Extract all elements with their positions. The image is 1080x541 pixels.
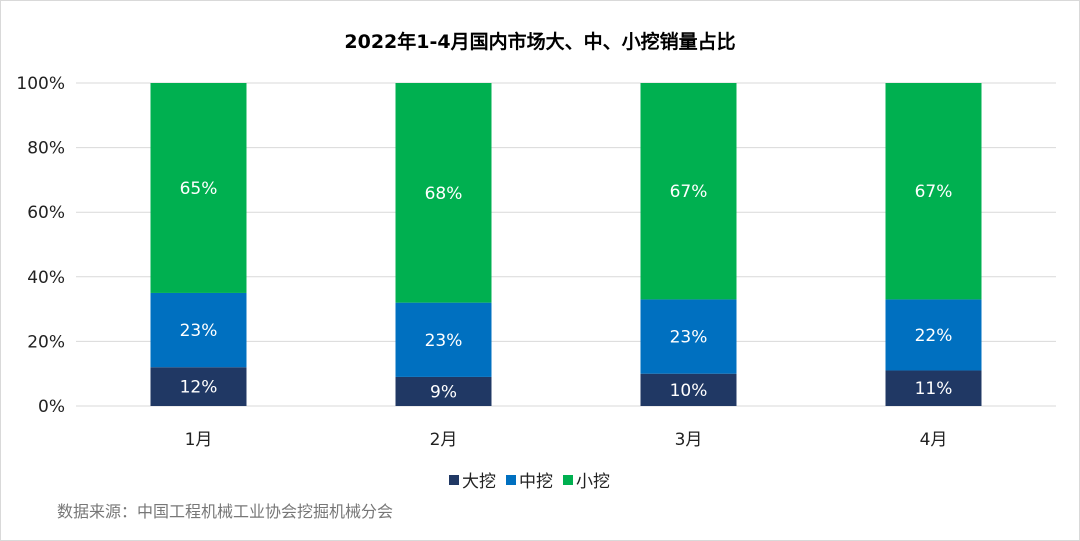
y-tick-label: 20%	[27, 332, 65, 352]
bar-segment	[395, 376, 492, 406]
bar-segment	[395, 83, 492, 303]
source-note: 数据来源：中国工程机械工业协会挖掘机械分会	[57, 502, 394, 521]
legend-swatch	[506, 474, 516, 485]
data-label: 23%	[425, 331, 463, 351]
data-label: 23%	[180, 321, 218, 341]
y-tick-label: 40%	[27, 268, 65, 288]
bar-segment	[395, 302, 492, 377]
legend-item: 小挖	[563, 467, 610, 492]
data-label: 67%	[915, 182, 953, 202]
data-label: 68%	[425, 184, 463, 204]
legend-item: 中挖	[506, 467, 553, 492]
data-label: 65%	[180, 179, 218, 199]
legend-swatch	[563, 474, 573, 485]
bar-segment	[150, 367, 247, 406]
chart-title: 2022年1-4月国内市场大、中、小挖销量占比	[344, 31, 736, 53]
x-tick-label: 2月	[430, 430, 458, 450]
data-label: 22%	[915, 326, 953, 346]
bar-segment	[885, 83, 982, 300]
bar-segment	[885, 370, 982, 406]
legend-label: 小挖	[576, 472, 610, 492]
legend-label: 大挖	[462, 472, 496, 492]
bar-segment	[640, 83, 737, 300]
legend-swatch	[449, 474, 459, 485]
y-tick-label: 100%	[16, 74, 65, 94]
bar-segment	[885, 299, 982, 371]
bar-segment	[640, 299, 737, 374]
data-label: 9%	[430, 382, 457, 402]
bar-segment	[150, 292, 247, 368]
x-tick-label: 1月	[185, 430, 213, 450]
data-label: 23%	[670, 328, 708, 348]
x-tick-label: 4月	[920, 430, 948, 450]
legend: 大挖 中挖 小挖	[449, 467, 610, 492]
data-label: 67%	[670, 182, 708, 202]
data-label: 10%	[670, 381, 708, 401]
bar-segment	[150, 83, 247, 293]
y-tick-label: 60%	[27, 203, 65, 223]
y-tick-label: 80%	[27, 139, 65, 159]
x-tick-label: 3月	[675, 430, 703, 450]
y-tick-label: 0%	[38, 397, 65, 417]
data-label: 11%	[915, 379, 953, 399]
legend-item: 大挖	[449, 467, 496, 492]
bar-segment	[640, 373, 737, 406]
data-label: 12%	[180, 378, 218, 398]
legend-label: 中挖	[519, 472, 553, 492]
